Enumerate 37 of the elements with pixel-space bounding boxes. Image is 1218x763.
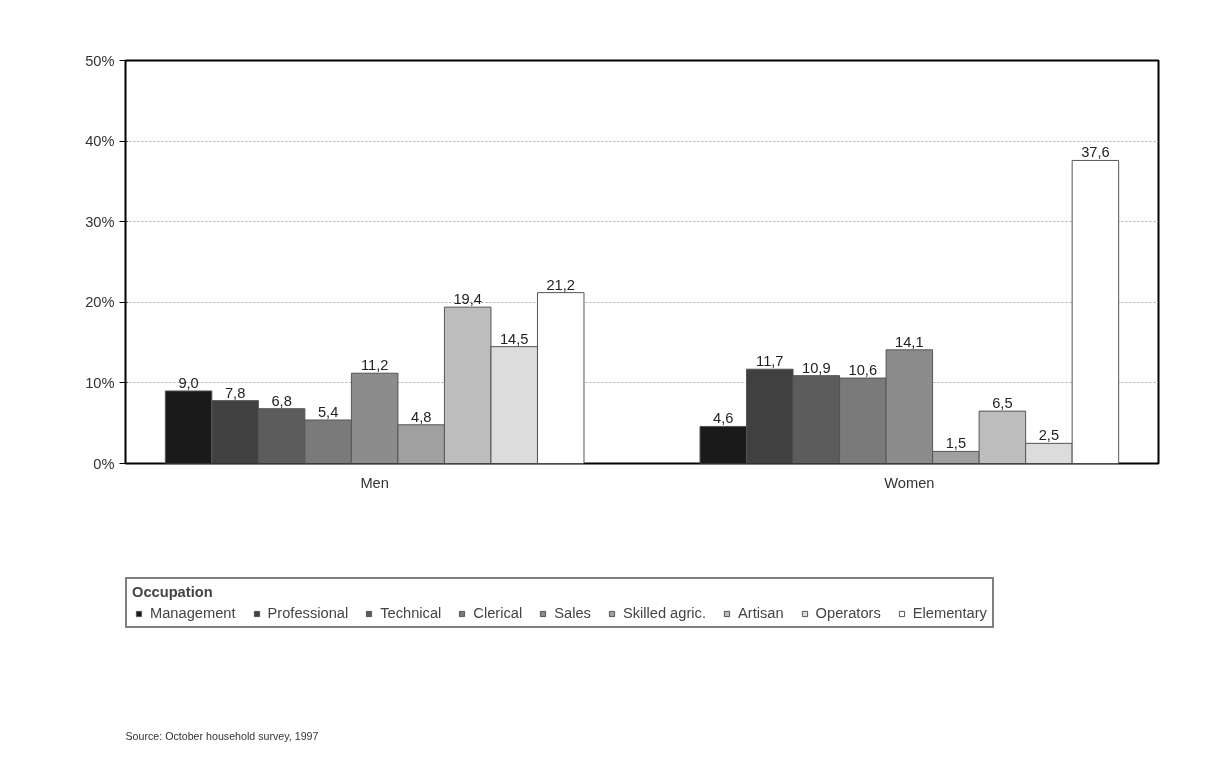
data-label: 4,6 [713, 410, 734, 427]
data-label: 6,5 [992, 395, 1013, 412]
y-tick-label: 30% [85, 213, 115, 230]
data-label: 19,4 [453, 291, 482, 308]
data-label: 10,6 [848, 362, 878, 379]
data-label: 9,0 [178, 374, 199, 391]
y-tick-label: 40% [85, 133, 115, 150]
data-label: 37,6 [1081, 144, 1110, 161]
y-tick-label: 10% [85, 374, 115, 391]
legend-label: Management [150, 605, 236, 621]
x-tick-label: Men [360, 474, 389, 491]
legend-label: Elementary [912, 605, 987, 621]
legend-title: Occupation [132, 584, 214, 600]
data-label: 14,5 [499, 330, 529, 347]
data-label: 11,2 [360, 357, 389, 374]
y-tick-label: 0% [93, 455, 115, 472]
legend-label: Professional [267, 605, 349, 621]
x-tick-label: Women [884, 474, 935, 491]
data-label: 14,1 [895, 333, 924, 350]
legend-label: Clerical [473, 605, 523, 621]
legend-label: Sales [554, 605, 591, 621]
y-tick-label: 20% [85, 294, 115, 311]
data-label: 6,8 [271, 392, 292, 409]
y-tick-label: 50% [85, 52, 115, 69]
data-label: 21,2 [546, 276, 575, 293]
legend-label: Artisan [737, 605, 784, 621]
data-label: 1,5 [945, 435, 967, 452]
data-label: 5,4 [317, 403, 339, 420]
legend-label: Skilled agric. [622, 605, 706, 621]
source-note: Source: October household survey, 1997 [125, 729, 319, 742]
data-label: 4,8 [410, 408, 432, 425]
data-label: 2,5 [1038, 427, 1060, 444]
legend-label: Operators [815, 605, 881, 621]
legend-label: Technical [380, 605, 442, 621]
data-label: 7,8 [224, 384, 246, 401]
data-label: 10,9 [802, 359, 831, 376]
data-label: 11,7 [756, 353, 784, 370]
